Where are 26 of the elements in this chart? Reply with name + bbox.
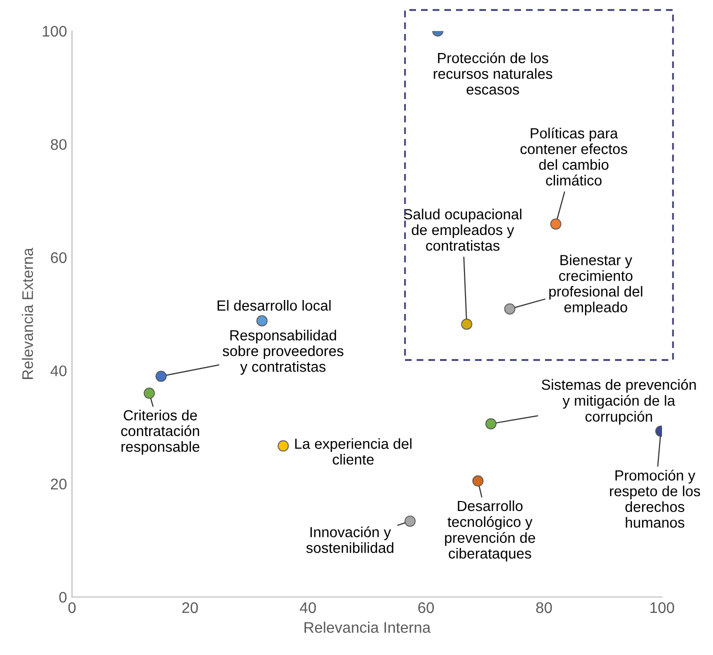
annotation: El desarrollo local (218, 300, 331, 311)
y-tick-label: 100 (42, 26, 67, 37)
x-axis-title: Relevancia Interna (304, 622, 431, 633)
x-tick-label: 0 (68, 602, 76, 614)
x-tick-label: 20 (182, 602, 198, 614)
y-tick-label: 80 (50, 139, 67, 150)
y-tick-label: 20 (50, 478, 67, 490)
annotation: Innovación y sostenibilidad (306, 526, 394, 554)
x-tick-label: 80 (536, 602, 552, 614)
annotation: Salud ocupacional de empleados y contratistas (404, 208, 522, 251)
y-tick-label: 40 (50, 365, 67, 376)
y-tick-label: 0 (59, 592, 67, 603)
x-tick-label: 100 (650, 602, 674, 614)
annotation: Sistemas de prevención y mitigación de la corrupción (542, 379, 696, 425)
y-tick-label: 60 (50, 252, 67, 264)
annotation: Desarrollo tecnológico y prevención de ciberataques (445, 500, 536, 562)
x-tick-label: 60 (418, 602, 434, 614)
y-axis-title: Relevancia Externa (22, 248, 34, 379)
annotation: Criterios de contratación responsable (121, 410, 200, 455)
annotation: Protección de los recursos naturales escasos (434, 52, 552, 95)
x-tick-label: 40 (300, 602, 316, 614)
annotation: Responsabilidad sobre proveedores y contratistas (222, 330, 344, 375)
annotation: Bienestar y crecimiento profesional del empleado (549, 254, 642, 316)
annotation: Promoción y respeto de los derechos humanos (610, 470, 700, 528)
annotation: La experiencia del cliente (295, 438, 412, 465)
annotation: Políticas para contener efectos del cambio climático (520, 128, 628, 186)
